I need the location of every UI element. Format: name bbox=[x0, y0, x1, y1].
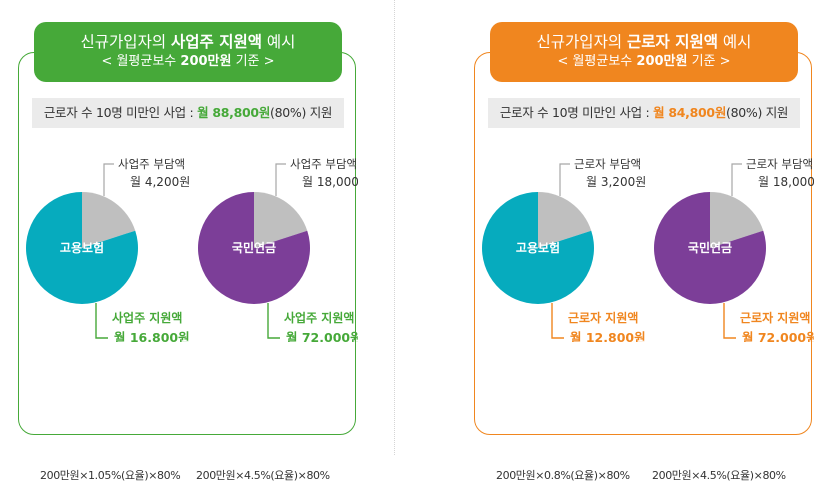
title-emphasis: 근로자 지원액 bbox=[627, 33, 718, 51]
summary-prefix: 근로자 수 10명 미만인 사업 : bbox=[499, 105, 654, 120]
pie-center-label: 고용보험 bbox=[516, 240, 560, 255]
pie-charts: 고용보험 근로자 부담액 월 3,200원 근로자 지원액 월 12,800원 국민연금 근… bbox=[474, 142, 814, 482]
pie-center-label: 국민연금 bbox=[688, 240, 732, 255]
burden-leader-line bbox=[731, 163, 742, 196]
title-prefix: 신규가입자의 bbox=[80, 33, 172, 51]
pie-slice-burden bbox=[538, 192, 592, 248]
support-leader-line bbox=[95, 303, 108, 339]
burden-label: 근로자 부담액 bbox=[746, 157, 813, 171]
subtitle-suffix: 기준 > bbox=[231, 54, 275, 69]
burden-amount: 월 4,200원 bbox=[130, 175, 190, 189]
pie-slice-support bbox=[654, 192, 766, 304]
title-suffix: 예시 bbox=[262, 33, 296, 51]
summary-suffix: (80%) 지원 bbox=[270, 105, 333, 120]
burden-label: 사업주 부담액 bbox=[118, 157, 185, 171]
burden-label: 근로자 부담액 bbox=[574, 157, 641, 171]
burden-amount: 월 18,000원 bbox=[302, 175, 358, 189]
support-amount: 월 12,800원 bbox=[570, 330, 646, 342]
national-pension-formula: 200만원×4.5%(요율)×80% bbox=[652, 469, 786, 482]
employer-support-panel: 신규가입자의 사업주 지원액 예시 < 월평균보수 200만원 기준 > 근로자… bbox=[18, 22, 358, 482]
burden-amount: 월 3,200원 bbox=[586, 175, 646, 189]
support-leader-line bbox=[267, 303, 280, 339]
pie-charts: 고용보험 사업주 부담액 월 4,200원 사업주 지원액 월 16,800원 국민연금 사… bbox=[18, 142, 358, 482]
support-label: 사업주 지원액 bbox=[112, 310, 182, 325]
pie-slice-support bbox=[482, 192, 594, 304]
support-label: 근로자 지원액 bbox=[568, 310, 638, 325]
title-emphasis: 사업주 지원액 bbox=[171, 33, 262, 51]
summary-amount: 월 88,800원 bbox=[197, 105, 271, 120]
panel-divider bbox=[394, 0, 395, 455]
burden-leader-line bbox=[103, 163, 114, 196]
employment-insurance-formula: 200만원×0.8%(요율)×80% bbox=[496, 469, 630, 482]
panel-subtitle: < 월평균보수 200만원 기준 > bbox=[490, 53, 798, 71]
summary-prefix: 근로자 수 10명 미만인 사업 : bbox=[43, 105, 198, 120]
panel-subtitle: < 월평균보수 200만원 기준 > bbox=[34, 53, 342, 71]
pie-slice-support bbox=[198, 192, 310, 304]
support-amount: 월 72,000원 bbox=[742, 330, 814, 342]
burden-leader-line bbox=[559, 163, 570, 196]
support-leader-line bbox=[551, 303, 564, 339]
summary-bar: 근로자 수 10명 미만인 사업 : 월 88,800원(80%) 지원 bbox=[32, 98, 344, 128]
pie-slice-burden bbox=[82, 192, 136, 248]
burden-leader-line bbox=[275, 163, 286, 196]
worker-support-panel: 신규가입자의 근로자 지원액 예시 < 월평균보수 200만원 기준 > 근로자… bbox=[474, 22, 814, 482]
panel-title: 신규가입자의 근로자 지원액 예시 bbox=[490, 32, 798, 52]
subtitle-prefix: < 월평균보수 bbox=[101, 54, 181, 69]
subtitle-emphasis: 200만원 bbox=[180, 54, 232, 69]
subtitle-prefix: < 월평균보수 bbox=[557, 54, 637, 69]
subtitle-suffix: 기준 > bbox=[687, 54, 731, 69]
title-prefix: 신규가입자의 bbox=[536, 33, 628, 51]
summary-bar: 근로자 수 10명 미만인 사업 : 월 84,800원(80%) 지원 bbox=[488, 98, 800, 128]
pie-slice-support bbox=[26, 192, 138, 304]
support-label: 근로자 지원액 bbox=[740, 310, 810, 325]
subtitle-emphasis: 200만원 bbox=[636, 54, 688, 69]
burden-amount: 월 18,000원 bbox=[758, 175, 814, 189]
pie-center-label: 고용보험 bbox=[60, 240, 104, 255]
title-suffix: 예시 bbox=[718, 33, 752, 51]
pie-center-label: 국민연금 bbox=[232, 240, 276, 255]
panel-title: 신규가입자의 사업주 지원액 예시 bbox=[34, 32, 342, 52]
summary-suffix: (80%) 지원 bbox=[726, 105, 789, 120]
support-leader-line bbox=[723, 303, 736, 339]
pie-slice-burden bbox=[254, 192, 308, 248]
panel-header: 신규가입자의 근로자 지원액 예시 < 월평균보수 200만원 기준 > bbox=[490, 22, 798, 82]
panel-header: 신규가입자의 사업주 지원액 예시 < 월평균보수 200만원 기준 > bbox=[34, 22, 342, 82]
support-amount: 월 72,000원 bbox=[286, 330, 358, 342]
pie-slice-burden bbox=[710, 192, 764, 248]
support-label: 사업주 지원액 bbox=[284, 310, 354, 325]
employment-insurance-formula: 200만원×1.05%(요율)×80% bbox=[40, 469, 181, 482]
support-amount: 월 16,800원 bbox=[114, 330, 190, 342]
summary-amount: 월 84,800원 bbox=[653, 105, 727, 120]
burden-label: 사업주 부담액 bbox=[290, 157, 357, 171]
national-pension-formula: 200만원×4.5%(요율)×80% bbox=[196, 469, 330, 482]
